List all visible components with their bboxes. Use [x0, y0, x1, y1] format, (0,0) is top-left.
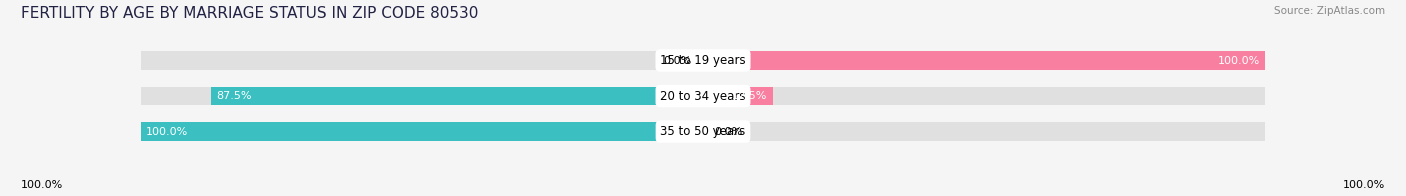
Text: 35 to 50 years: 35 to 50 years — [661, 125, 745, 138]
Bar — [211, 87, 703, 105]
Text: 12.5%: 12.5% — [733, 91, 768, 101]
Bar — [703, 51, 1265, 70]
Text: 0.0%: 0.0% — [664, 55, 692, 65]
Text: FERTILITY BY AGE BY MARRIAGE STATUS IN ZIP CODE 80530: FERTILITY BY AGE BY MARRIAGE STATUS IN Z… — [21, 6, 478, 21]
Text: 100.0%: 100.0% — [1343, 180, 1385, 190]
Text: 20 to 34 years: 20 to 34 years — [661, 90, 745, 103]
Bar — [141, 87, 703, 105]
Bar — [141, 122, 703, 141]
Bar — [703, 51, 1265, 70]
Bar — [141, 51, 703, 70]
Text: Source: ZipAtlas.com: Source: ZipAtlas.com — [1274, 6, 1385, 16]
Text: 100.0%: 100.0% — [146, 127, 188, 137]
Text: 100.0%: 100.0% — [21, 180, 63, 190]
Text: 15 to 19 years: 15 to 19 years — [661, 54, 745, 67]
Text: 0.0%: 0.0% — [714, 127, 742, 137]
Bar — [703, 87, 1265, 105]
Bar — [703, 87, 773, 105]
Bar — [703, 122, 1265, 141]
Text: 100.0%: 100.0% — [1218, 55, 1260, 65]
Text: 87.5%: 87.5% — [217, 91, 252, 101]
Bar — [141, 122, 703, 141]
